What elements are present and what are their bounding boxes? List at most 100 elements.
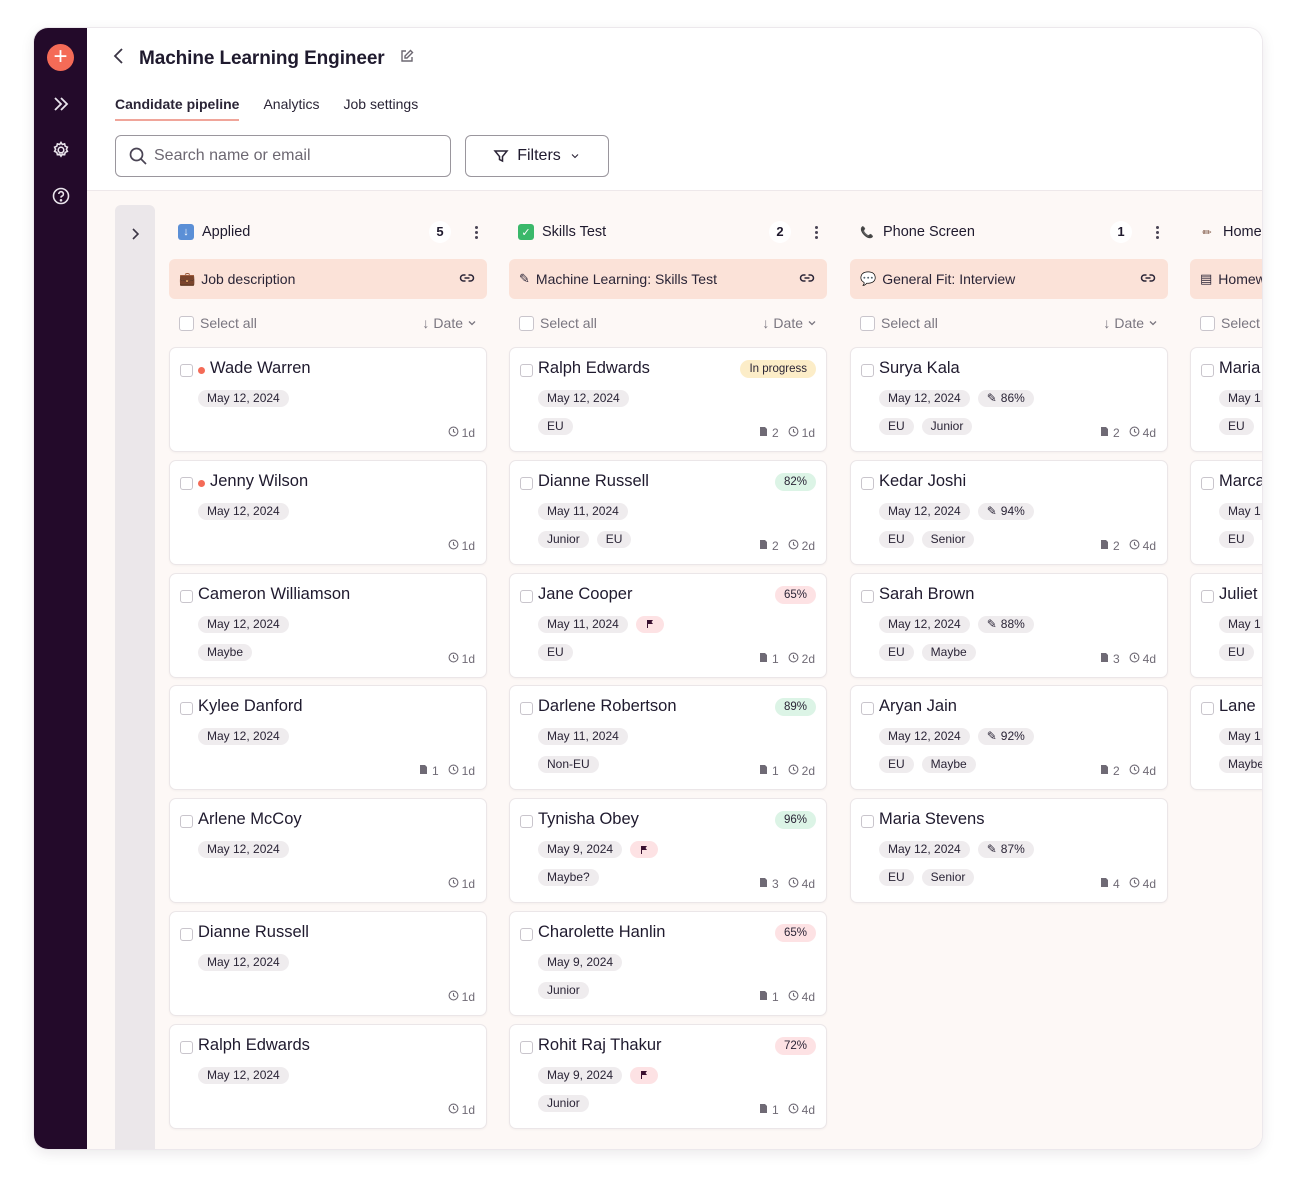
link-chain-icon[interactable] (459, 271, 475, 288)
candidate-checkbox[interactable] (1201, 589, 1214, 603)
candidate-checkbox[interactable] (861, 364, 874, 377)
candidate-card[interactable]: Wade Warren May 12, 2024 1d (169, 347, 487, 452)
label-tag: Junior (921, 418, 973, 435)
candidate-checkbox[interactable] (861, 815, 874, 829)
stage-resource-link[interactable]: 💼 Job description (169, 259, 487, 299)
candidate-card[interactable]: Rohit Raj Thakur May 9, 2024 Junior 72% 1 4d (509, 1023, 827, 1129)
edit-icon[interactable] (399, 48, 415, 69)
candidate-card[interactable]: Jenny Wilson May 12, 2024 1d (169, 459, 487, 565)
stage-resource-link[interactable]: 💬 General Fit: Interview (850, 259, 1168, 299)
candidate-name: Cameron Williamson (198, 584, 351, 603)
select-all-checkbox[interactable] (519, 315, 534, 331)
candidate-checkbox[interactable] (180, 589, 193, 603)
candidate-name: Dianne Russell (538, 471, 649, 490)
flag-icon (635, 615, 664, 633)
candidate-card[interactable]: Ralph Edwards May 12, 2024 EU In progress 2 1… (509, 347, 827, 452)
label-tag: EU (596, 530, 632, 548)
candidate-card[interactable]: Dianne Russell May 12, 2024 1d (169, 911, 487, 1016)
candidate-card[interactable]: Lane May 1 Maybe (1190, 685, 1262, 791)
candidate-checkbox[interactable] (520, 1040, 533, 1054)
tag-row: May 1 (1219, 502, 1262, 520)
candidate-checkbox[interactable] (520, 589, 533, 603)
candidate-checkbox[interactable] (520, 702, 533, 716)
kebab-menu-icon[interactable] (469, 225, 483, 239)
candidate-checkbox[interactable] (520, 928, 533, 941)
tag-row: EU Maybe (879, 643, 976, 661)
candidate-checkbox[interactable] (1201, 364, 1214, 377)
stage-resource-link[interactable]: ✎ Machine Learning: Skills Test (509, 259, 827, 299)
candidate-checkbox[interactable] (520, 364, 533, 377)
candidate-card[interactable]: Darlene Robertson May 11, 2024 Non-EU 89% 1 2… (509, 685, 827, 791)
candidate-card[interactable]: Charolette Hanlin May 9, 2024 Junior 65% 1 4d (509, 911, 827, 1016)
tag-row: EU Maybe (879, 756, 976, 774)
card-meta: 2 4d (1099, 426, 1156, 440)
candidate-checkbox[interactable] (180, 815, 193, 829)
candidate-card[interactable]: Aryan Jain May 12, 2024 ✎ 92% EU Maybe 2 4d (850, 685, 1168, 791)
date-tag: May 12, 2024 (198, 841, 289, 859)
candidate-checkbox[interactable] (861, 589, 874, 603)
select-all-checkbox[interactable] (179, 315, 194, 331)
candidate-card[interactable]: Cameron Williamson May 12, 2024 Maybe 1d (169, 572, 487, 678)
candidate-card[interactable]: Surya Kala May 12, 2024 ✎ 86% EU Junior 2 4d (850, 347, 1168, 452)
candidate-card[interactable]: Juliet May 1 EU (1190, 572, 1262, 678)
clock-icon (788, 877, 799, 891)
pencil-icon: ✎ (986, 503, 997, 518)
search-box[interactable] (115, 135, 451, 177)
candidate-checkbox[interactable] (1201, 476, 1214, 490)
select-all-checkbox[interactable] (860, 315, 875, 331)
candidate-checkbox[interactable] (180, 364, 193, 377)
candidate-card[interactable]: Kedar Joshi May 12, 2024 ✎ 94% EU Senior 2 4d (850, 459, 1168, 565)
tag-row: May 12, 2024 (198, 502, 289, 520)
candidate-card[interactable]: Arlene McCoy May 12, 2024 1d (169, 798, 487, 904)
kebab-menu-icon[interactable] (1150, 225, 1164, 239)
gear-icon[interactable] (48, 137, 74, 163)
link-chain-icon[interactable] (1140, 271, 1156, 288)
tab-job-settings[interactable]: Job settings (343, 96, 419, 112)
help-icon[interactable] (48, 183, 74, 209)
candidate-card[interactable]: Marca May 1 EU (1190, 459, 1262, 565)
back-arrow-icon[interactable] (113, 47, 125, 70)
candidate-card[interactable]: Maria May 1 EU (1190, 347, 1262, 452)
candidate-checkbox[interactable] (520, 476, 533, 490)
candidate-card[interactable]: Sarah Brown May 12, 2024 ✎ 88% EU Maybe 3 4d (850, 572, 1168, 678)
candidate-checkbox[interactable] (861, 476, 874, 490)
select-all-checkbox[interactable] (1200, 315, 1215, 331)
candidate-card[interactable]: Maria Stevens May 12, 2024 ✎ 87% EU Senior 4 4d (850, 798, 1168, 904)
filters-button[interactable]: Filters (465, 135, 609, 177)
candidate-card[interactable]: Ralph Edwards May 12, 2024 1d (169, 1023, 487, 1129)
candidate-checkbox[interactable] (180, 1040, 193, 1054)
tab-candidate-pipeline[interactable]: Candidate pipeline (115, 96, 240, 121)
status-badge: 72% (774, 1036, 816, 1055)
column-count-badge: 5 (429, 221, 451, 243)
candidate-card[interactable]: Tynisha Obey May 9, 2024 Maybe? 96% 3 4d (509, 798, 827, 904)
kebab-menu-icon[interactable] (809, 225, 823, 239)
candidate-card[interactable]: Dianne Russell May 11, 2024 Junior EU 82% 2 2d (509, 459, 827, 565)
candidate-checkbox[interactable] (1201, 702, 1214, 716)
candidate-checkbox[interactable] (861, 702, 874, 716)
candidate-card[interactable]: Jane Cooper May 11, 2024 EU 65% 1 2d (509, 572, 827, 678)
candidate-checkbox[interactable] (520, 815, 533, 829)
candidate-checkbox[interactable] (180, 702, 193, 716)
search-input[interactable] (154, 147, 434, 165)
card-meta: 2 4d (1099, 539, 1156, 553)
sort-date-button[interactable]: ↓ Date (1103, 315, 1158, 331)
status-badge: In progress (740, 360, 816, 378)
label-tag: EU (538, 418, 573, 435)
candidate-card[interactable]: Kylee Danford May 12, 2024 1 1d (169, 685, 487, 791)
stage-resource-label: Homew (1218, 271, 1262, 287)
stage-resource-link[interactable]: ▤ Homew (1190, 259, 1262, 299)
add-icon[interactable]: + (47, 44, 74, 71)
link-chain-icon[interactable] (799, 271, 815, 288)
sort-date-button[interactable]: ↓ Date (422, 315, 477, 331)
sort-date-button[interactable]: ↓ Date (762, 315, 817, 331)
candidate-name: Arlene McCoy (198, 810, 302, 829)
tag-row: May 12, 2024 ✎ 92% (879, 728, 1034, 746)
collapsed-column-strip[interactable] (115, 205, 155, 1149)
tab-analytics[interactable]: Analytics (263, 96, 320, 112)
expand-sidebar-icon[interactable] (48, 91, 74, 117)
candidate-checkbox[interactable] (180, 476, 193, 490)
chevron-down-icon (807, 315, 817, 331)
candidate-checkbox[interactable] (180, 928, 193, 941)
speech-bubble-icon: 💬 (860, 271, 877, 286)
